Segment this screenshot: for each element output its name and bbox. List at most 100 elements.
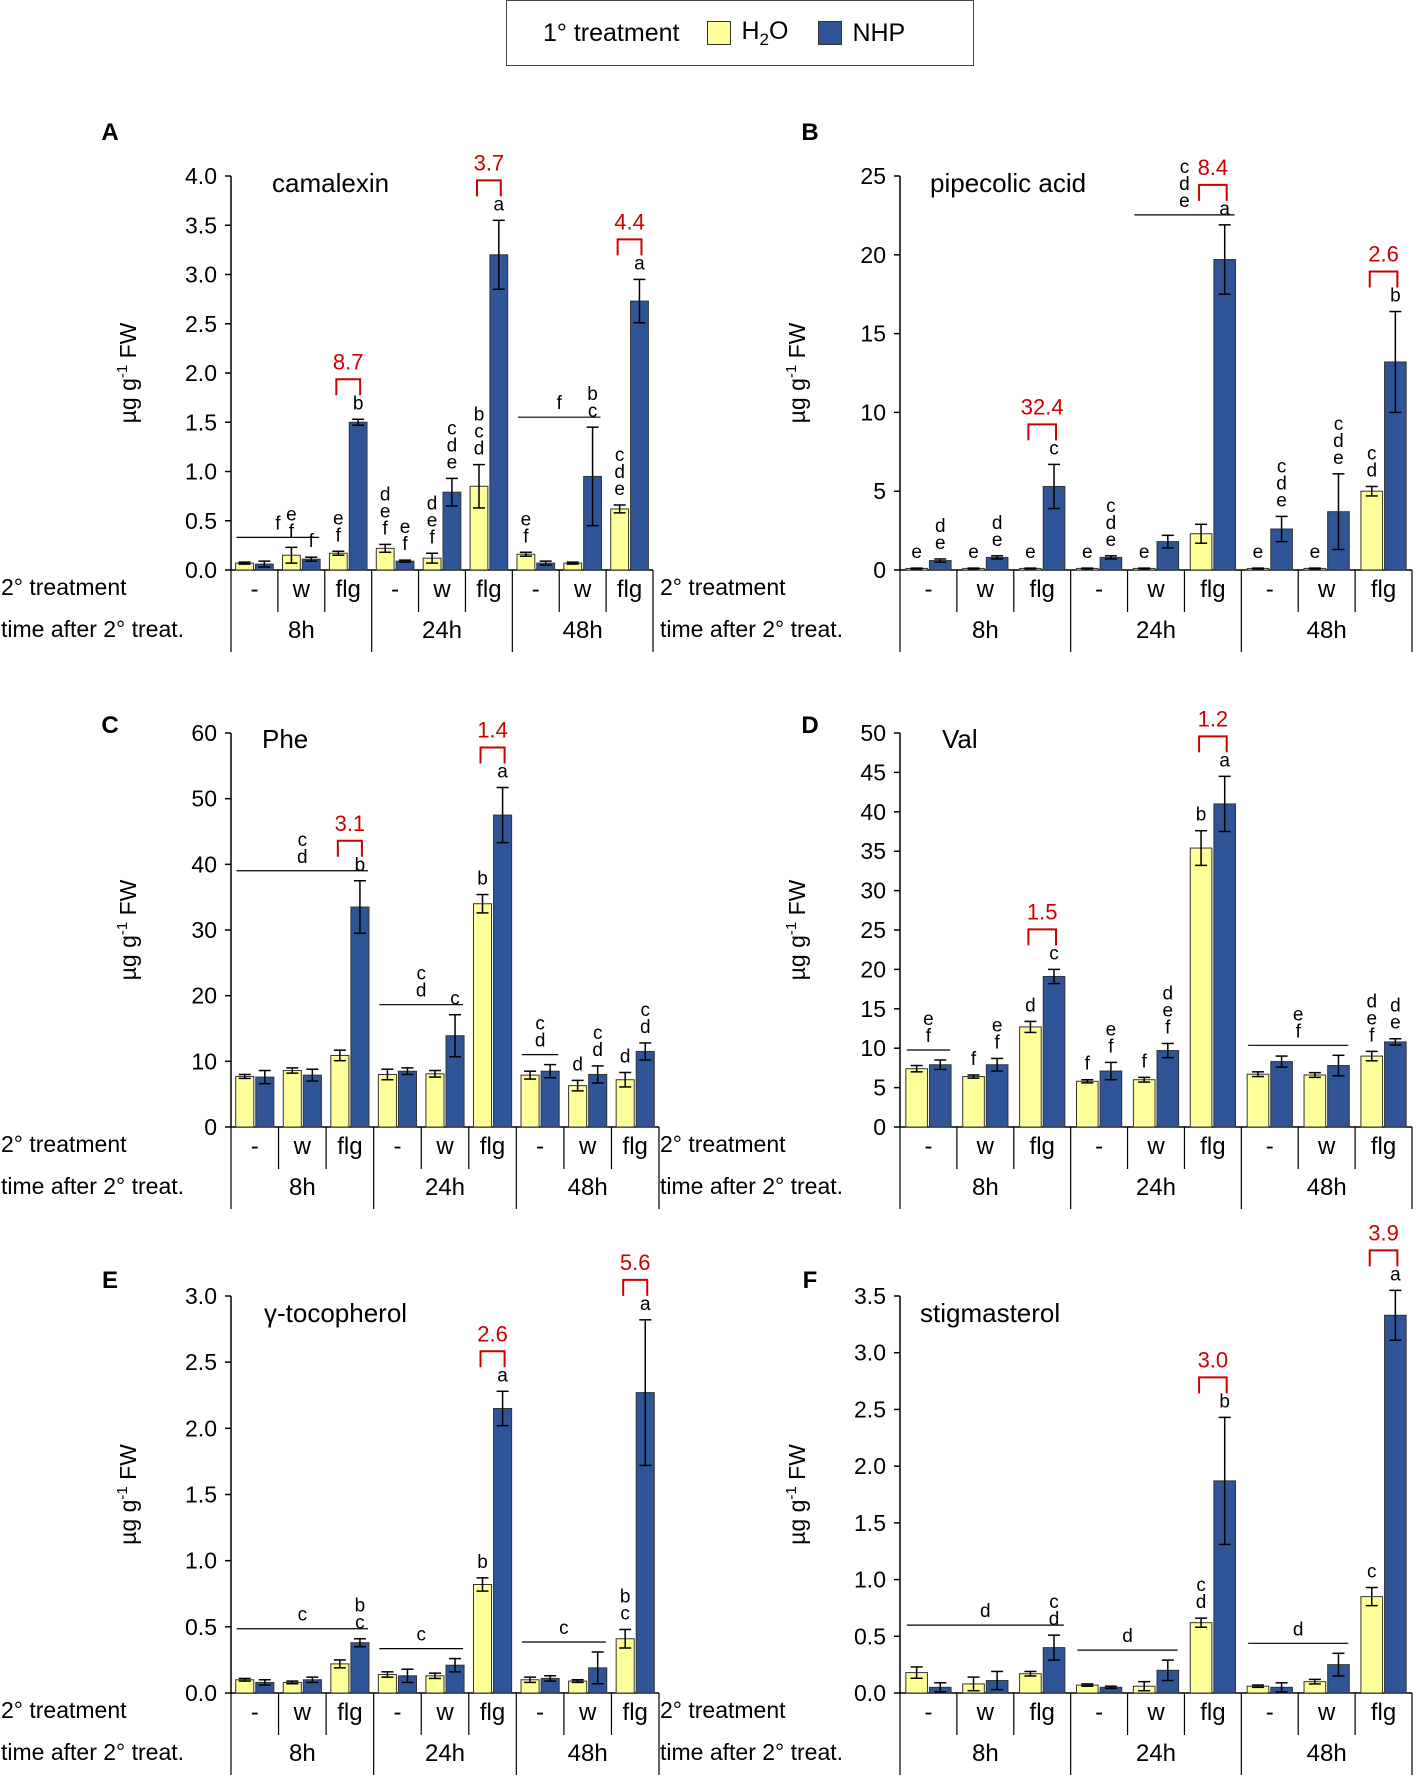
sig-letter-nhp: b [355,855,366,876]
group-letter: e [1293,1004,1304,1025]
y-tick-label: 3.5 [854,1283,886,1309]
sig-letter-nhp: a [494,194,505,215]
bar-h2o [905,1068,928,1128]
group-letter: c [1180,157,1190,178]
y-tick-label: 3.5 [185,212,217,238]
fold-bracket [1027,423,1058,441]
fold-label: 1.4 [477,718,508,743]
y-tick-label: 0.0 [185,557,217,583]
bar-h2o [610,508,630,571]
group-letter: f [557,393,563,414]
time-label: 8h [289,1174,316,1201]
legend-item-nhp: NHP [818,19,905,48]
time-label: 8h [288,617,315,644]
sig-letter-h2o: b [620,1586,631,1607]
fold-bracket [336,839,363,857]
time-label: 48h [563,617,603,644]
time-label: 24h [1136,1740,1176,1767]
treatment-label: - [532,576,540,603]
sig-letter-h2o: c [620,1603,630,1624]
treatment-label: w [1146,576,1165,603]
treatment-label: - [391,576,399,603]
time-label: 48h [1307,1174,1347,1201]
y-tick-label: 4.0 [185,163,217,189]
y-tick-label: 1.0 [185,1548,217,1574]
panel-D: D Val µg g-1 FW 0 5 10 15 20 25 30 35 40 45 50 2° trea… [660,706,1413,1209]
treatment-label: flg [337,1699,362,1726]
fold-label: 1.5 [1027,899,1058,924]
fold-label: 1.2 [1198,706,1229,731]
treatment-label: - [1266,1699,1274,1726]
sig-letter-h2o: d [614,462,625,483]
sig-letter-nhp: c [450,989,460,1010]
time-label: 24h [425,1740,465,1767]
y-tick-label: 2.0 [185,1415,217,1441]
treatment-label: - [1095,1699,1103,1726]
time-label: 48h [568,1740,608,1767]
sig-letter-nhp: c [447,418,457,439]
sig-letter-nhp: d [935,516,946,537]
sig-letter-h2o: d [620,1046,631,1067]
y-tick-label: 0 [873,557,886,583]
bar-h2o [425,1073,445,1128]
time-label: 48h [568,1174,608,1201]
treatment-label: w [1317,1133,1336,1160]
sig-letter-h2o: c [1367,443,1377,464]
y-tick-label: 25 [860,163,886,189]
panel-E: Eγ-tocopherol µg g-1 FW 0.0 0.5 1.0 1.5 2.0 2.5… [1,1250,660,1775]
treatment-label: flg [1200,576,1225,603]
treatment-label: - [1266,576,1274,603]
y-tick-label: 5 [873,478,886,504]
group-letter: d [1293,1619,1304,1640]
y-tick-label: 1.5 [185,1482,217,1508]
treatment-label: w [578,1133,597,1160]
row-label-treatment: 2° treatment [1,1697,127,1723]
sig-letter-h2o: b [477,869,488,890]
sig-letter-nhp: a [497,762,508,783]
bar-nhp [1384,1041,1407,1128]
bar-h2o [235,1075,255,1128]
fold-label: 2.6 [1368,242,1399,267]
panel-title: stigmasterol [920,1298,1060,1328]
sig-letter-nhp: b [355,1596,366,1617]
sig-letter-nhp: f [309,531,315,552]
sig-letter-h2o: c [615,445,625,466]
row-label-treatment: 2° treatment [1,1131,127,1157]
y-tick-label: 40 [860,799,886,825]
legend: 1° treatment H2O NHP [506,0,974,66]
time-label: 24h [1136,617,1176,644]
y-tick-label: 50 [860,720,886,746]
sig-letter-nhp: c [355,1613,365,1634]
time-label: 8h [972,1174,999,1201]
treatment-label: flg [623,1699,648,1726]
treatment-label: flg [1200,1699,1225,1726]
treatment-label: flg [623,1133,648,1160]
sig-letter-nhp: d [1106,513,1117,534]
bar-h2o [330,1054,350,1128]
sig-letter-nhp: c [1049,943,1059,964]
row-label-treatment: 2° treatment [1,574,127,600]
time-label: 48h [1307,617,1347,644]
legend-item-h2o: H2O [707,17,788,50]
treatment-label: - [1095,576,1103,603]
bar-nhp [540,1070,560,1128]
y-tick-label: 0.5 [185,1614,217,1640]
group-letter: c [535,1014,545,1035]
sig-letter-nhp: f [402,534,408,555]
fold-bracket [479,1350,506,1368]
group-letter: f [926,1026,932,1047]
fold-label: 4.4 [614,209,645,234]
sig-letter-h2o: e [1366,1008,1377,1029]
bar-h2o [1360,490,1384,571]
sig-letter-nhp: a [640,1294,651,1315]
panel-letter: F [803,1267,818,1294]
treatment-label: - [1095,1133,1103,1160]
bar-nhp [635,1050,655,1128]
treatment-label: w [293,1133,312,1160]
sig-letter-nhp: c [1049,1592,1059,1613]
sig-letter-h2o: e [1310,542,1321,563]
fold-bracket [1198,183,1228,201]
sig-letter-nhp: c [1049,438,1059,459]
fold-label: 3.1 [335,811,366,836]
